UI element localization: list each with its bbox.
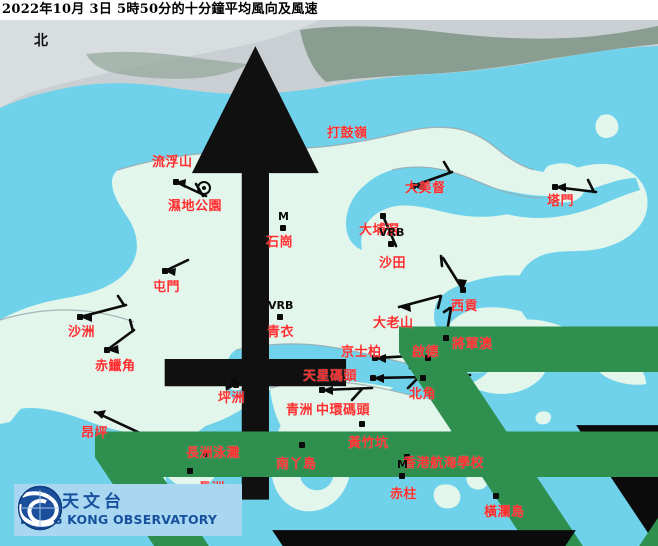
station-dot-icon: [231, 377, 237, 383]
station-label: 打鼓嶺: [327, 126, 368, 141]
station-dot-icon: [404, 454, 410, 460]
station-label: 將軍澳: [452, 337, 493, 352]
station-triangle-icon: [386, 296, 658, 546]
station-label: 沙洲: [68, 325, 96, 340]
station-code: M: [397, 458, 408, 471]
station-dot-icon: [319, 387, 325, 393]
station-dot-icon: [552, 184, 558, 190]
station-dot-icon: [359, 421, 365, 427]
hko-logo: 香港天文台 HONG KONG OBSERVATORY: [14, 484, 242, 536]
station-dot-icon: [173, 179, 179, 185]
station-dot-icon: [460, 287, 466, 293]
station-label: 啟德: [412, 345, 440, 360]
station-circle-icon: [197, 181, 211, 195]
station-dot-icon: [372, 355, 378, 361]
map-canvas[interactable]: 北 打鼓嶺 流浮山 濕地公園 M 石崗 大美督 塔門 大埔滘 VRB 沙田 西貢 屯門 沙洲 赤鱲角 VRB…: [0, 20, 658, 546]
station-label: 西貢: [451, 299, 479, 314]
station-triangle-icon: [82, 401, 658, 546]
station-dot-icon: [425, 355, 431, 361]
station-label: 石崗: [266, 235, 294, 250]
station-label: 赤鱲角: [95, 359, 136, 374]
station-dot-icon: [420, 375, 426, 381]
station-label: 香港航海學校: [403, 456, 485, 471]
station-dot-icon: [410, 183, 416, 189]
station-dot-icon: [388, 241, 394, 247]
station-label: 長洲泳灘: [186, 446, 241, 461]
station-label: 昂坪: [81, 426, 109, 441]
station-label: 沙田: [379, 256, 407, 271]
station-label: 黃竹坑: [348, 436, 389, 451]
station-dot-icon: [280, 225, 286, 231]
north-label: 北: [34, 33, 48, 49]
station-dot-icon: [162, 268, 168, 274]
station-dot-icon: [277, 314, 283, 320]
station-label: 南丫島: [276, 457, 317, 472]
station-dot-icon: [233, 382, 239, 388]
station-code: M: [278, 210, 289, 223]
station-label: 橫瀾島: [484, 505, 525, 520]
station-label: 天星碼頭: [303, 369, 358, 384]
station-label: 大埔滘: [359, 223, 400, 238]
station-code: VRB: [379, 226, 405, 239]
station-label: 濕地公園: [168, 199, 223, 214]
station-dot-icon: [203, 451, 209, 457]
station-dot-icon: [104, 347, 110, 353]
station-label: 赤柱: [390, 487, 418, 502]
station-dot-icon: [493, 493, 499, 499]
station-code: VRB: [268, 299, 294, 312]
station-label: 屯門: [153, 280, 181, 295]
station-dot-icon: [187, 468, 193, 474]
station-label: 大老山: [373, 316, 414, 331]
station-dot-icon: [443, 335, 449, 341]
north-arrow: 北: [8, 28, 347, 500]
hko-swirl-logo-icon: [17, 485, 63, 531]
station-label: 京士柏: [341, 345, 382, 360]
station-label: 大美督: [405, 181, 446, 196]
station-label: 流浮山: [152, 155, 193, 170]
station-label: 塔門: [547, 194, 575, 209]
hko-logo-en: HONG KONG OBSERVATORY: [20, 512, 218, 527]
page-title: 2022年10月 3日 5時50分的十分鐘平均風向及風速: [0, 0, 658, 20]
station-label: 北角: [409, 387, 437, 402]
station-dot-icon: [380, 213, 386, 219]
station-dot-icon: [299, 442, 305, 448]
station-dot-icon: [399, 473, 405, 479]
station-dot-icon: [370, 375, 376, 381]
station-label: 青洲: [286, 403, 314, 418]
station-label: 中環碼頭: [316, 403, 371, 418]
station-label: 青衣: [267, 325, 295, 340]
station-label: 坪洲: [218, 391, 246, 406]
station-dot-icon: [77, 314, 83, 320]
